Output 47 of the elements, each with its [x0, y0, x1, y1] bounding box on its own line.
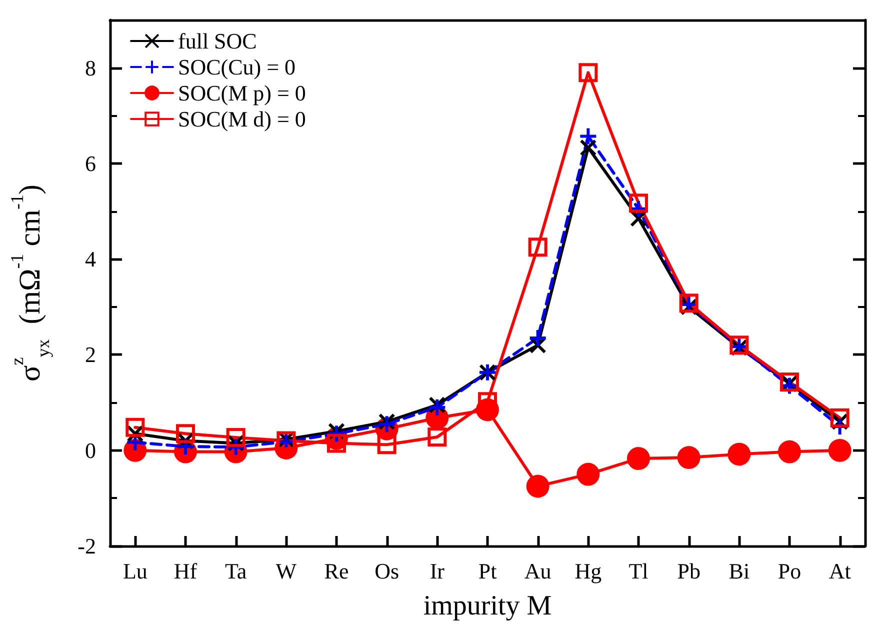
- point: [528, 328, 548, 348]
- y-axis-title: σzyx (mΩ-1 cm-1): [7, 184, 53, 382]
- legend-label: SOC(M d) = 0: [178, 106, 306, 132]
- point: [428, 427, 447, 446]
- point: [526, 474, 550, 498]
- y-tick-label: 8: [85, 55, 96, 80]
- point: [126, 418, 145, 437]
- y-tick-label: -2: [78, 534, 96, 558]
- y-tick-label: 4: [85, 246, 96, 272]
- y-tick-label: 0: [85, 438, 96, 463]
- x-tick-label: Po: [778, 558, 802, 584]
- point: [627, 446, 650, 470]
- x-tick-label: At: [828, 558, 851, 584]
- x-tick-label: Re: [324, 558, 349, 584]
- point: [677, 446, 700, 470]
- legend-label: SOC(Cu) = 0: [178, 54, 296, 80]
- point: [828, 438, 852, 462]
- point: [580, 139, 597, 156]
- x-tick-label: Bi: [728, 558, 750, 584]
- point: [728, 442, 751, 466]
- point: [428, 398, 447, 417]
- point: [576, 462, 600, 486]
- x-tick-label: Pt: [478, 558, 497, 584]
- point: [578, 126, 598, 146]
- y-tick-label: 6: [85, 150, 96, 176]
- y-tick-label: 2: [85, 342, 96, 368]
- x-axis-title: impurity M: [423, 590, 552, 622]
- x-tick-label: Lu: [122, 558, 148, 584]
- x-tick-label: Au: [524, 558, 552, 584]
- x-tick-label: Tl: [628, 558, 648, 584]
- x-tick-label: Ta: [224, 558, 247, 584]
- point: [830, 408, 850, 428]
- point: [176, 424, 195, 444]
- x-tick-label: Ir: [430, 558, 446, 584]
- x-tick-label: Os: [374, 558, 400, 584]
- point: [629, 194, 648, 213]
- x-tick-label: Hg: [574, 558, 602, 584]
- x-tick-label: Pb: [677, 558, 700, 584]
- legend-label: SOC(M p) = 0: [178, 80, 306, 106]
- point: [377, 435, 396, 454]
- x-tick-label: Hf: [174, 558, 198, 584]
- x-tick-label: W: [276, 558, 297, 584]
- point: [778, 440, 801, 464]
- legend-label: full SOC: [178, 28, 257, 54]
- point: [578, 63, 598, 82]
- point: [226, 428, 246, 447]
- point: [528, 238, 548, 257]
